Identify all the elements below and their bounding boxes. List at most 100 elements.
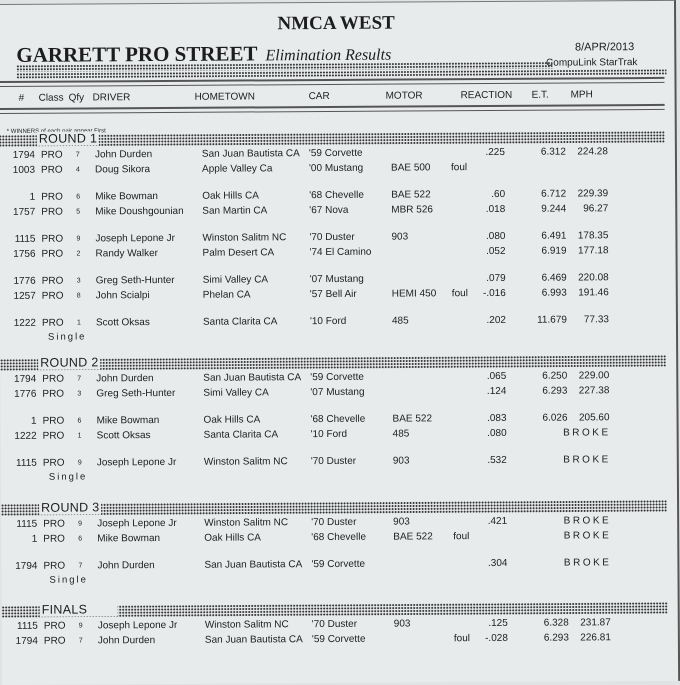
cell-reaction: .125	[488, 617, 508, 630]
cell-driver: John Durden	[97, 635, 156, 647]
col-car: CAR	[308, 90, 330, 103]
cell-et: 6.919	[541, 245, 567, 257]
cell-motor: 903	[392, 455, 410, 467]
cell-reaction: .080	[485, 230, 506, 243]
cell-et: 6.293	[542, 385, 568, 397]
cell-driver: Joseph Lepone Jr	[97, 619, 178, 632]
cell-num: 1222	[13, 317, 36, 329]
cell-motor: 903	[393, 618, 411, 630]
cell-mph: 191.46	[578, 287, 609, 299]
cell-driver: John Scialpi	[95, 290, 150, 302]
cell-mph: 178.35	[577, 230, 609, 242]
timing-system: CompuLink StarTrak	[546, 57, 638, 69]
cell-hometown: Santa Clarita CA	[202, 316, 278, 328]
round-title: ROUND 1	[36, 131, 100, 146]
cell-mph: 229.00	[578, 370, 610, 382]
cell-cls: PRO	[40, 149, 63, 161]
result-row: 1756 PRO 2 Randy Walker Palm Desert CA '74 El…	[0, 245, 660, 264]
round-banner: ROUND 3	[1, 499, 668, 516]
cell-cls: PRO	[41, 317, 64, 329]
cell-driver: Mike Bowman	[96, 415, 160, 427]
cell-mph: 226.81	[580, 632, 611, 644]
cell-et: 6.993	[541, 287, 567, 299]
cell-car: '67 Nova	[309, 204, 349, 217]
cell-qfy: 7	[78, 562, 83, 570]
cell-reaction: .083	[487, 412, 507, 425]
cell-num: 1776	[13, 275, 36, 287]
cell-broke: BROKE	[563, 515, 612, 527]
cell-foul: foul	[450, 162, 468, 174]
cell-foul: foul	[453, 633, 471, 645]
cell-car: '59 Corvette	[308, 147, 363, 160]
cell-et: 6.328	[543, 617, 569, 629]
cell-cls: PRO	[41, 191, 63, 203]
cell-driver: Scott Oksas	[96, 430, 151, 442]
cell-driver: Mike Bowman	[97, 533, 161, 545]
cell-cls: PRO	[42, 430, 65, 442]
cell-car: '70 Duster	[310, 455, 357, 468]
cell-cls: PRO	[41, 248, 64, 260]
cell-car: '10 Ford	[309, 315, 347, 328]
cell-num: 1003	[12, 164, 36, 176]
cell-num: 1	[29, 191, 36, 203]
cell-reaction: .079	[486, 272, 506, 285]
cell-hometown: Winston Salitm NC	[203, 456, 288, 468]
cell-hometown: Oak Hills CA	[203, 414, 261, 426]
cell-qfy: 5	[76, 208, 81, 216]
cell-cls: PRO	[41, 275, 64, 287]
cell-driver: John Durden	[94, 149, 153, 161]
cell-reaction: .018	[485, 203, 506, 216]
cell-mph: 220.08	[578, 272, 609, 284]
cell-driver: Scott Oksas	[95, 317, 150, 329]
result-row: 1794 PRO 7 John Durden San Juan Bautista CA '…	[2, 632, 662, 651]
cell-car: '68 Chevelle	[310, 413, 366, 426]
single-label: Single	[48, 331, 87, 343]
cell-num: 1794	[14, 373, 37, 385]
cell-hometown: San Juan Bautista CA	[203, 372, 302, 384]
cell-mph: 224.28	[577, 146, 608, 158]
cell-et: 6.026	[542, 412, 568, 424]
cell-car: '57 Bell Air	[309, 288, 357, 301]
col-mph: MPH	[570, 89, 593, 101]
cell-et: 6.491	[541, 230, 567, 242]
cell-car: '10 Ford	[310, 428, 348, 441]
result-row: 1794 PRO 7 John Durden San Juan Bautista CA '…	[1, 557, 661, 576]
cell-driver: Doug Sikora	[94, 164, 151, 176]
cell-qfy: 9	[76, 235, 81, 243]
cell-cls: PRO	[42, 373, 64, 385]
cell-et: 6.293	[543, 632, 569, 644]
cell-hometown: Simi Valley CA	[202, 274, 269, 286]
round-title: FINALS	[39, 602, 118, 617]
cell-num: 1257	[13, 290, 36, 302]
cell-motor: 903	[391, 231, 409, 243]
cell-car: '74 El Camino	[309, 246, 372, 259]
cell-qfy: 3	[77, 390, 82, 398]
cell-car: '68 Chevelle	[311, 531, 367, 544]
cell-hometown: Palm Desert CA	[202, 247, 275, 259]
result-row: 1003 PRO 4 Doug Sikora Apple Valley Ca '00 Mu…	[0, 161, 659, 180]
cell-broke: BROKE	[563, 530, 612, 542]
cell-motor: HEMI 450	[391, 288, 437, 300]
cell-reaction: -.016	[482, 287, 506, 300]
result-row: 1222 PRO 1 Scott Oksas Santa Clarita CA '10 F…	[0, 314, 660, 333]
cell-motor: 485	[391, 315, 409, 327]
result-row: 1757 PRO 5 Mike Doushgounian San Martin CA '6…	[0, 203, 659, 222]
single-label: Single	[48, 471, 88, 483]
cell-broke: BROKE	[563, 427, 611, 439]
cell-et: 11.679	[537, 314, 567, 326]
cell-broke: BROKE	[563, 454, 611, 466]
cell-qfy: 7	[75, 151, 80, 159]
cell-reaction: .225	[485, 146, 505, 159]
cell-qfy: 1	[77, 432, 82, 440]
cell-cls: PRO	[43, 635, 66, 647]
cell-hometown: San Juan Bautista CA	[201, 148, 300, 160]
cell-mph: 205.60	[578, 412, 610, 424]
cell-cls: PRO	[41, 206, 63, 218]
cell-motor: BAE 522	[391, 189, 431, 201]
cell-reaction: .124	[486, 385, 507, 398]
cell-num: 1	[31, 533, 38, 545]
cell-hometown: San Juan Bautista CA	[204, 559, 303, 571]
cell-hometown: Phelan CA	[202, 289, 251, 301]
cell-cls: PRO	[43, 560, 66, 572]
cell-motor: 903	[393, 516, 410, 528]
